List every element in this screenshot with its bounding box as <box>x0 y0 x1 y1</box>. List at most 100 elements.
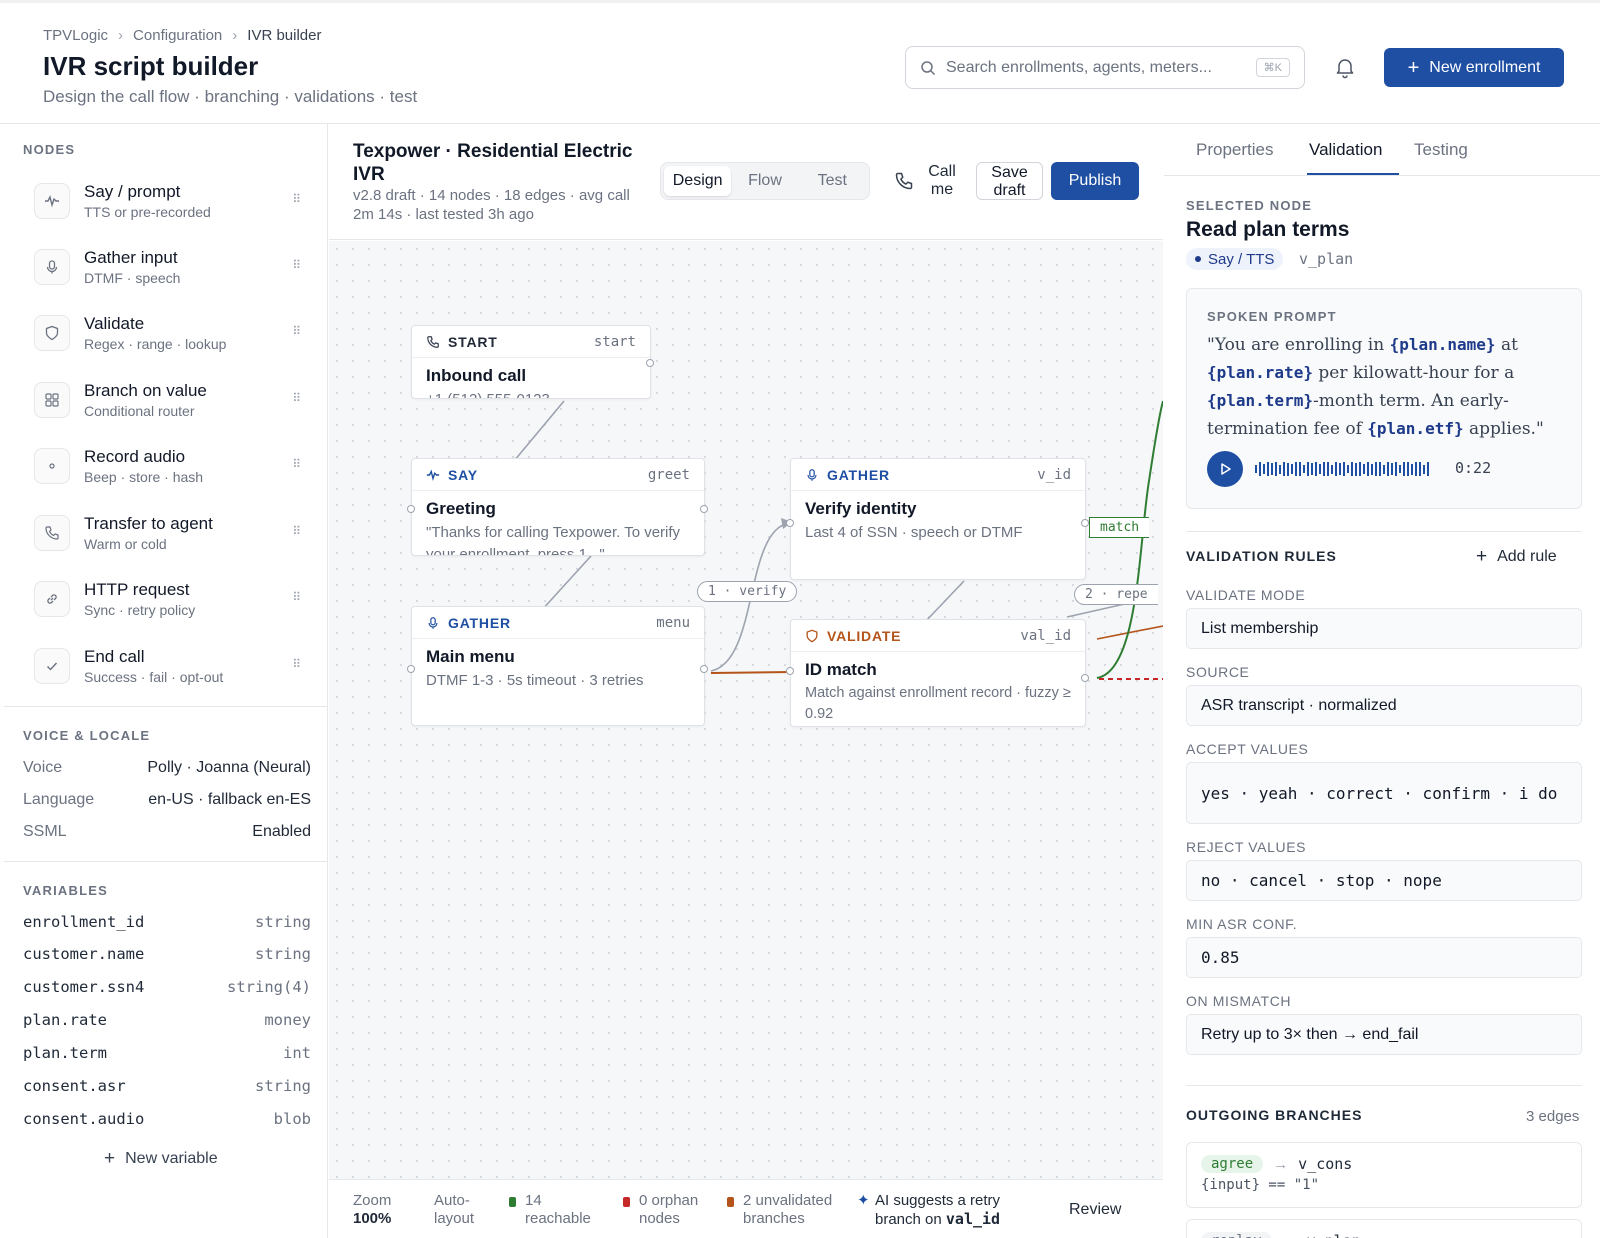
mode-flow-tab[interactable]: Flow <box>748 172 782 189</box>
flow-node-greet[interactable]: SAY greet Greeting "Thanks for calling T… <box>411 458 705 556</box>
edge-label-match[interactable]: match <box>1089 517 1150 538</box>
variable-name: customer.ssn4 <box>23 978 145 996</box>
palette-node-gather[interactable]: Gather input DTMF · speech ⠿ <box>34 242 304 292</box>
flow-node-verify-identity[interactable]: GATHER v_id Verify identity Last 4 of SS… <box>790 458 1086 580</box>
play-button[interactable] <box>1207 451 1243 487</box>
top-header: TPVLogic › Configuration › IVR builder I… <box>0 0 1600 124</box>
bell-icon[interactable] <box>1333 55 1357 79</box>
variable-name: customer.name <box>23 945 145 963</box>
validate-mode-label: VALIDATE MODE <box>1186 587 1306 603</box>
node-title: Greeting <box>426 499 496 518</box>
output-port[interactable] <box>1081 674 1089 682</box>
new-variable-button[interactable]: + New variable <box>104 1148 218 1170</box>
breadcrumb-item-configuration[interactable]: Configuration <box>133 27 223 44</box>
palette-node-name: HTTP request <box>84 580 190 599</box>
flow-header: Texpower · Residential Electric IVR v2.8… <box>329 124 1163 240</box>
prompt-variable: {plan.etf} <box>1367 419 1464 438</box>
record-icon <box>34 448 70 484</box>
variable-row[interactable]: consent.audio blob <box>23 1110 311 1128</box>
node-tag: start <box>593 333 636 350</box>
drag-handle-icon[interactable]: ⠿ <box>292 524 301 538</box>
breadcrumb-item-root[interactable]: TPVLogic <box>43 27 109 44</box>
voice-value[interactable]: Polly · Joanna (Neural) <box>147 759 311 776</box>
node-desc: Last 4 of SSN · speech or DTMF <box>805 524 1023 541</box>
variable-row[interactable]: consent.asr string <box>23 1077 311 1095</box>
source-select[interactable]: ASR transcript · normalized <box>1186 685 1582 726</box>
reject-values-field[interactable]: no · cancel · stop · nope <box>1186 860 1582 901</box>
variables-section-label: VARIABLES <box>23 883 108 898</box>
new-enrollment-button[interactable]: + New enrollment <box>1384 48 1564 87</box>
drag-handle-icon[interactable]: ⠿ <box>292 324 301 338</box>
output-port[interactable] <box>1081 519 1089 527</box>
language-value[interactable]: en-US · fallback en-ES <box>148 791 311 808</box>
right-panel: Properties Validation Testing SELECTED N… <box>1164 124 1600 1238</box>
flow-node-menu[interactable]: GATHER menu Main menu DTMF 1-3 · 5s time… <box>411 606 705 726</box>
add-rule-button[interactable]: + Add rule <box>1476 546 1557 568</box>
language-row: Language en-US · fallback en-ES <box>23 791 311 809</box>
palette-node-say[interactable]: Say / prompt TTS or pre-recorded ⠿ <box>34 176 304 226</box>
variable-row[interactable]: customer.ssn4 string(4) <box>23 978 311 996</box>
drag-handle-icon[interactable]: ⠿ <box>292 192 301 206</box>
edge-label-verify[interactable]: 1 · verify <box>697 581 798 602</box>
input-port[interactable] <box>407 505 415 513</box>
review-button[interactable]: Review <box>1069 1201 1122 1218</box>
drag-handle-icon[interactable]: ⠿ <box>292 391 301 405</box>
variable-row[interactable]: plan.term int <box>23 1044 311 1062</box>
node-desc: +1 (512) 555-0123 <box>412 386 650 398</box>
flow-canvas[interactable]: START start Inbound call +1 (512) 555-01… <box>329 241 1163 1179</box>
call-me-button[interactable]: Call me <box>894 162 960 200</box>
tab-testing[interactable]: Testing <box>1414 140 1468 159</box>
flow-node-start[interactable]: START start Inbound call +1 (512) 555-01… <box>411 325 651 399</box>
node-title: ID match <box>805 660 877 679</box>
tab-validation[interactable]: Validation <box>1309 140 1383 159</box>
publish-button[interactable]: Publish <box>1051 162 1139 200</box>
input-port[interactable] <box>786 519 794 527</box>
spoken-prompt-text[interactable]: "You are enrolling in {plan.name} at {pl… <box>1207 331 1567 443</box>
palette-node-desc: Regex · range · lookup <box>84 336 227 352</box>
drag-handle-icon[interactable]: ⠿ <box>292 657 301 671</box>
edge-label-repeat[interactable]: 2 · repe <box>1074 584 1158 605</box>
drag-handle-icon[interactable]: ⠿ <box>292 457 301 471</box>
palette-node-end[interactable]: End call Success · fail · opt-out ⠿ <box>34 641 304 691</box>
status-dot-red <box>623 1197 630 1207</box>
output-port[interactable] <box>646 359 654 367</box>
chevron-right-icon: › <box>232 27 238 44</box>
search-input[interactable]: Search enrollments, agents, meters... ⌘K <box>905 46 1305 89</box>
min-asr-conf-field[interactable]: 0.85 <box>1186 937 1582 978</box>
mode-design-tab[interactable]: Design <box>664 166 732 196</box>
mode-test-tab[interactable]: Test <box>817 172 847 189</box>
save-draft-button[interactable]: Save draft <box>976 162 1043 200</box>
shield-icon <box>34 315 70 351</box>
palette-node-record[interactable]: Record audio Beep · store · hash ⠿ <box>34 441 304 491</box>
palette-node-branch[interactable]: Branch on value Conditional router ⠿ <box>34 375 304 425</box>
variable-row[interactable]: plan.rate money <box>23 1011 311 1029</box>
ssml-value[interactable]: Enabled <box>252 823 311 840</box>
drag-handle-icon[interactable]: ⠿ <box>292 258 301 272</box>
output-port[interactable] <box>700 505 708 513</box>
drag-handle-icon[interactable]: ⠿ <box>292 590 301 604</box>
branch-card[interactable]: agree → v_cons {input} == "1" <box>1186 1142 1582 1208</box>
input-port[interactable] <box>407 665 415 673</box>
prompt-variable: {plan.rate} <box>1207 363 1313 382</box>
audio-waveform[interactable] <box>1255 461 1429 477</box>
flow-node-id-match[interactable]: VALIDATE val_id ID match Match against e… <box>790 619 1086 727</box>
search-icon <box>921 60 936 75</box>
branch-card[interactable]: replay → v_plan <box>1186 1219 1582 1238</box>
tab-properties[interactable]: Properties <box>1196 140 1274 159</box>
output-port[interactable] <box>700 665 708 673</box>
palette-node-http[interactable]: HTTP request Sync · retry policy ⠿ <box>34 574 304 624</box>
node-title: Verify identity <box>805 499 917 518</box>
variable-row[interactable]: enrollment_id string <box>23 913 311 931</box>
accept-values-field[interactable]: yes · yeah · correct · confirm · i do <box>1186 762 1582 824</box>
palette-node-transfer[interactable]: Transfer to agent Warm or cold ⠿ <box>34 508 304 558</box>
palette-node-validate[interactable]: Validate Regex · range · lookup ⠿ <box>34 308 304 358</box>
zoom-indicator[interactable]: Zoom 100% <box>353 1192 391 1228</box>
autolayout-button[interactable]: Auto-layout <box>434 1192 475 1227</box>
input-port[interactable] <box>786 667 794 675</box>
zoom-value: 100% <box>353 1210 392 1227</box>
prompt-variable: {plan.name} <box>1389 335 1496 354</box>
on-mismatch-select[interactable]: Retry up to 3× then → end_fail <box>1186 1014 1582 1055</box>
microphone-icon <box>807 468 817 481</box>
validate-mode-select[interactable]: List membership <box>1186 608 1582 649</box>
variable-row[interactable]: customer.name string <box>23 945 311 963</box>
